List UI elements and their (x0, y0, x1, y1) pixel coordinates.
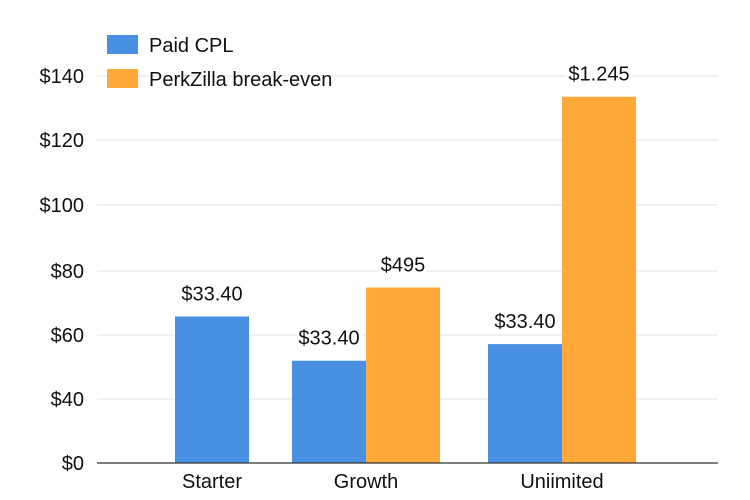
legend-label: PerkZilla break-even (149, 69, 332, 91)
y-tick-label: $120 (40, 130, 85, 152)
legend-swatch (107, 35, 138, 54)
y-axis: $0 $40 $60 $80 $100 $120 $140 (40, 66, 85, 475)
bars (175, 96, 636, 463)
bar-paid-cpl (175, 316, 249, 463)
data-label: $495 (381, 254, 426, 276)
y-tick-label: $100 (40, 195, 85, 217)
data-label: $33.40 (181, 283, 242, 305)
x-tick-label: Uniimited (520, 471, 603, 493)
data-labels: $33.40 $33.40 $495 $33.40 $1.245 (178, 61, 632, 353)
y-tick-label: $60 (51, 325, 84, 347)
data-label: $1.245 (568, 64, 629, 86)
bar-paid-cpl (488, 344, 562, 463)
y-tick-label: $80 (51, 261, 84, 283)
y-tick-label: $140 (40, 66, 85, 88)
bar-paid-cpl (292, 360, 366, 463)
bar-break-even (562, 96, 636, 463)
x-tick-label: Starter (182, 471, 242, 493)
bar-break-even (366, 287, 440, 463)
legend: Paid CPL PerkZilla break-even (107, 35, 332, 91)
y-tick-label: $40 (51, 389, 84, 411)
legend-label: Paid CPL (149, 35, 234, 57)
x-tick-label: Growth (334, 471, 398, 493)
x-axis: Starter Growth Uniimited (97, 462, 718, 493)
data-label: $33.40 (494, 311, 555, 333)
y-tick-label: $0 (62, 453, 84, 475)
legend-swatch (107, 69, 138, 88)
data-label: $33.40 (298, 328, 359, 350)
